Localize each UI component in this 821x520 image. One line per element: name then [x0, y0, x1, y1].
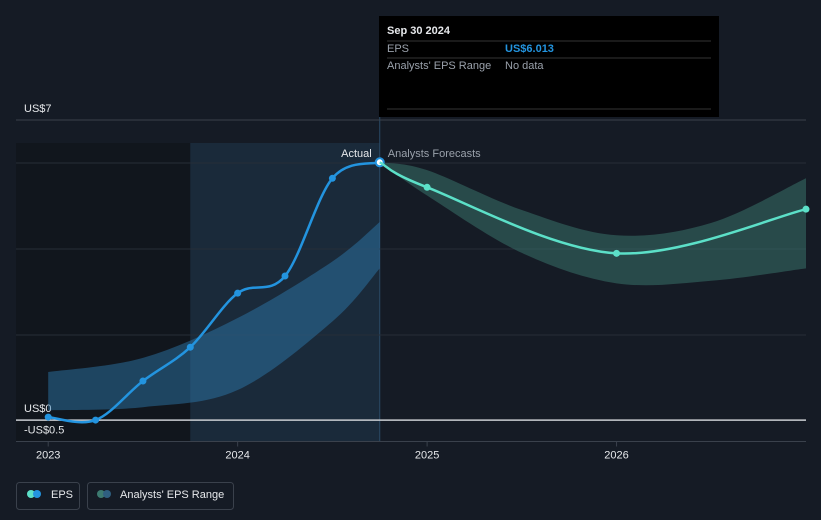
y-tick-label: US$7: [24, 103, 52, 115]
eps-point: [423, 183, 431, 191]
legend-swatch: [103, 490, 111, 498]
eps-point: [234, 289, 242, 297]
history-shade: [16, 143, 191, 442]
eps-point: [92, 416, 100, 424]
tooltip-value: No data: [505, 60, 544, 72]
legend-label: EPS: [51, 489, 73, 501]
x-tick-label: 2026: [604, 449, 628, 461]
tooltip-label: Analysts' EPS Range: [387, 60, 491, 72]
legend: EPS Analysts' EPS Range: [16, 482, 234, 510]
highlight-shade: [190, 143, 380, 442]
legend-item[interactable]: [87, 482, 234, 510]
legend-item[interactable]: [16, 482, 80, 510]
legend-swatch: [33, 490, 41, 498]
tooltip-label: EPS: [387, 43, 409, 55]
plot-area: US$7 US$0 -US$0.5 2023 2024 2025 2026 Actual Ana…: [16, 103, 810, 461]
y-tick-label: US$0: [24, 403, 52, 415]
annotation: Actual: [341, 148, 372, 160]
legend-swatch: [97, 490, 105, 498]
tooltip-value: US$6.013: [505, 43, 554, 55]
eps-point: [186, 343, 194, 351]
legend-swatch: [27, 490, 35, 498]
eps-point: [44, 413, 52, 421]
eps-point: [281, 272, 289, 280]
tooltip-date: Sep 30 2024: [387, 25, 451, 37]
tooltip-box: [379, 16, 719, 117]
annotation: Analysts Forecasts: [388, 148, 481, 160]
x-tick-label: 2024: [225, 449, 249, 461]
eps-point: [328, 174, 336, 182]
eps-point: [139, 377, 147, 385]
tooltip: Sep 30 2024 EPS US$6.013 Analysts' EPS R…: [379, 16, 719, 117]
legend-label: Analysts' EPS Range: [120, 489, 224, 501]
eps-line: [48, 161, 381, 424]
eps-point: [802, 205, 810, 213]
y-tick-label: -US$0.5: [24, 424, 64, 436]
eps-point: [613, 249, 621, 257]
range-band: [48, 222, 380, 411]
x-tick-label: 2023: [36, 449, 60, 461]
range-band: [379, 162, 806, 286]
x-tick-label: 2025: [415, 449, 439, 461]
eps-line: [379, 161, 807, 255]
